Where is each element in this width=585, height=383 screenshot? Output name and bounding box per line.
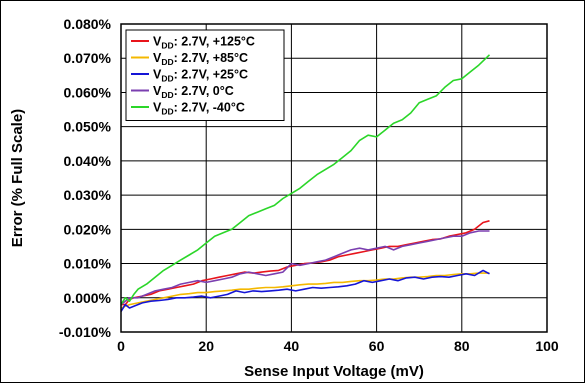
x-tick-label: 40: [284, 338, 300, 354]
series-line-2: [120, 272, 490, 309]
legend-entry: VDD: 2.7V, +85°C: [153, 51, 248, 67]
series-line-3: [120, 269, 490, 312]
y-tick-label: -0.010%: [59, 324, 112, 340]
x-tick-label: 20: [198, 338, 214, 354]
y-tick-label: 0.060%: [64, 84, 112, 100]
legend-entry: VDD: 2.7V, 0°C: [153, 84, 234, 100]
series-line-1: [121, 220, 490, 306]
legend-entry: VDD: 2.7V, -40°C: [153, 101, 245, 117]
series-layer: [120, 54, 491, 312]
series-line-5: [120, 54, 491, 306]
y-tick-label: 0.040%: [64, 153, 112, 169]
x-tick-label: 60: [369, 338, 385, 354]
y-tick-labels: -0.010% 0.000% 0.010% 0.020% 0.030% 0.040% 0.0…: [59, 16, 112, 340]
x-tick-labels: 0 20 40 60 80 100: [117, 338, 559, 354]
series-line-4: [120, 230, 490, 306]
y-tick-label: 0.050%: [64, 119, 112, 135]
y-tick-label: 0.030%: [64, 187, 112, 203]
legend-entry: VDD: 2.7V, +25°C: [153, 68, 248, 84]
y-axis-label: Error (% Full Scale): [9, 109, 26, 247]
x-tick-label: 0: [117, 338, 125, 354]
legend-entry: VDD: 2.7V, +125°C: [153, 35, 255, 51]
plot-border: [120, 23, 548, 333]
y-tick-label: 0.080%: [64, 16, 112, 32]
y-tick-label: 0.000%: [64, 290, 112, 306]
x-axis-label: Sense Input Voltage (mV): [244, 363, 424, 380]
y-tick-label: 0.010%: [64, 256, 112, 272]
x-tick-label: 100: [535, 338, 559, 354]
x-tick-label: 80: [454, 338, 470, 354]
y-tick-label: 0.020%: [64, 221, 112, 237]
y-tick-label: 0.070%: [64, 50, 112, 66]
legend-box: [125, 29, 285, 121]
